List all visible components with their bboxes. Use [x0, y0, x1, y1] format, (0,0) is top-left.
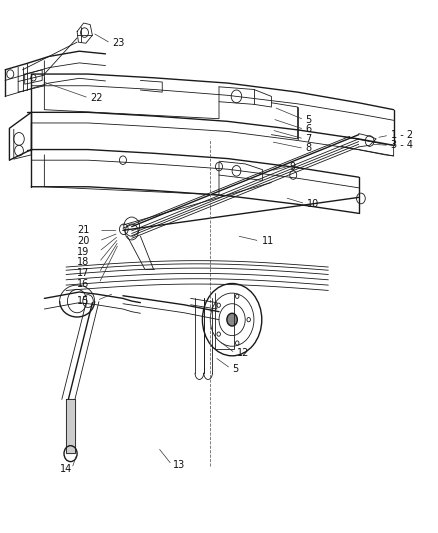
Text: 11: 11 — [262, 236, 274, 246]
Text: 14: 14 — [60, 464, 72, 473]
Text: 3 - 4: 3 - 4 — [392, 140, 413, 150]
Text: 5: 5 — [305, 115, 311, 125]
Text: 21: 21 — [77, 225, 89, 236]
Text: 20: 20 — [77, 236, 89, 246]
Text: 12: 12 — [237, 348, 249, 358]
Text: 7: 7 — [305, 134, 311, 144]
Text: 5: 5 — [232, 364, 238, 374]
Text: 8: 8 — [305, 143, 311, 154]
Text: 19: 19 — [77, 247, 89, 256]
Text: 15: 15 — [77, 295, 89, 305]
Text: 23: 23 — [112, 38, 124, 48]
Text: 16: 16 — [77, 279, 89, 288]
Text: 18: 18 — [77, 257, 89, 267]
Text: 13: 13 — [173, 460, 185, 470]
Text: 17: 17 — [77, 268, 89, 278]
Text: 9: 9 — [290, 161, 296, 172]
Text: 6: 6 — [305, 124, 311, 134]
Text: 1 - 2: 1 - 2 — [392, 130, 413, 140]
Text: 10: 10 — [307, 199, 319, 209]
Ellipse shape — [227, 313, 237, 326]
Polygon shape — [66, 399, 75, 453]
Text: 22: 22 — [90, 93, 102, 103]
